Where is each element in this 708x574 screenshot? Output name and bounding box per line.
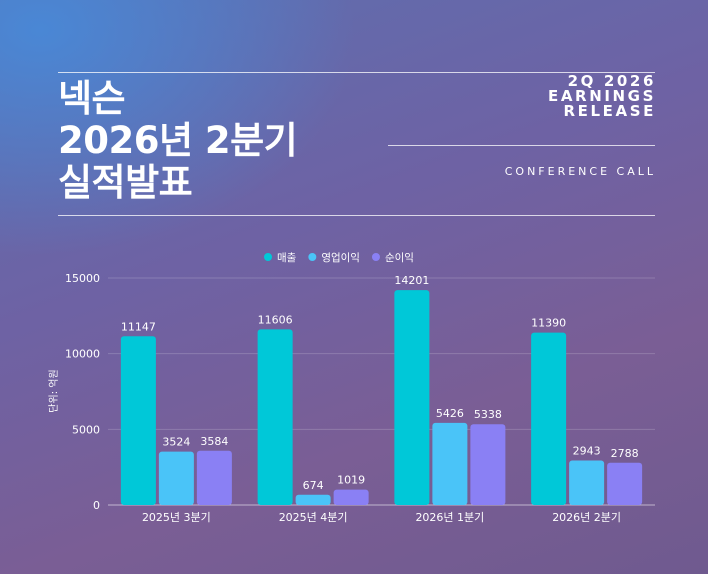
legend-marker: [308, 253, 317, 261]
bar: [257, 329, 293, 505]
data-label: 14201: [394, 274, 429, 287]
conference-call-label: CONFERENCE CALL: [504, 165, 656, 178]
title-line-period: 2026년 2분기: [58, 119, 298, 162]
bar: [607, 462, 643, 505]
x-tick-label: 2025년 4분기: [279, 511, 348, 524]
bar: [196, 450, 232, 505]
data-label: 5338: [474, 408, 502, 421]
data-label: 11606: [258, 313, 293, 326]
x-tick-label: 2026년 2분기: [552, 511, 621, 524]
bottom-rule: [58, 215, 655, 216]
bar: [569, 460, 605, 505]
legend-marker: [264, 253, 272, 261]
bar: [120, 336, 156, 505]
top-rule: [58, 72, 655, 73]
bar: [394, 290, 430, 505]
title-line-company: 넥슨: [58, 77, 126, 120]
x-tick-label: 2025년 3분기: [142, 511, 211, 524]
y-tick-label: 10000: [65, 348, 100, 361]
bar: [333, 489, 369, 505]
legend-label: 순이익: [385, 252, 414, 264]
legend-marker: [371, 253, 380, 261]
legend-label: 영업이익: [321, 251, 360, 264]
release-line-quarter: 2Q 2026: [567, 72, 656, 90]
earnings-release-heading: 2Q 2026 EARNINGS RELEASE: [396, 74, 656, 119]
data-label: 5426: [436, 407, 464, 420]
data-label: 11390: [531, 317, 566, 330]
data-label: 2788: [611, 447, 639, 460]
y-tick-label: 5000: [72, 423, 100, 436]
y-axis-label: 단위: 억원: [47, 369, 60, 412]
release-line-earnings: EARNINGS: [547, 87, 656, 105]
bar: [531, 332, 567, 505]
release-line-release: RELEASE: [563, 102, 656, 120]
data-label: 2943: [573, 444, 601, 457]
y-tick-label: 15000: [65, 272, 100, 285]
title-line-subject: 실적발표: [58, 161, 193, 204]
bar: [295, 494, 331, 505]
data-label: 3584: [200, 435, 228, 448]
legend-label: 매출: [277, 252, 297, 264]
data-label: 1019: [337, 474, 365, 487]
bar: [470, 424, 506, 505]
data-label: 3524: [162, 436, 190, 449]
bar: [158, 451, 194, 505]
x-tick-label: 2026년 1분기: [415, 511, 484, 524]
y-tick-label: 0: [93, 499, 100, 512]
data-label: 11147: [121, 320, 156, 333]
bar: [432, 422, 468, 505]
page-title: 넥슨 2026년 2분기 실적발표: [58, 77, 298, 204]
data-label: 674: [303, 479, 324, 492]
middle-rule: [388, 145, 655, 146]
